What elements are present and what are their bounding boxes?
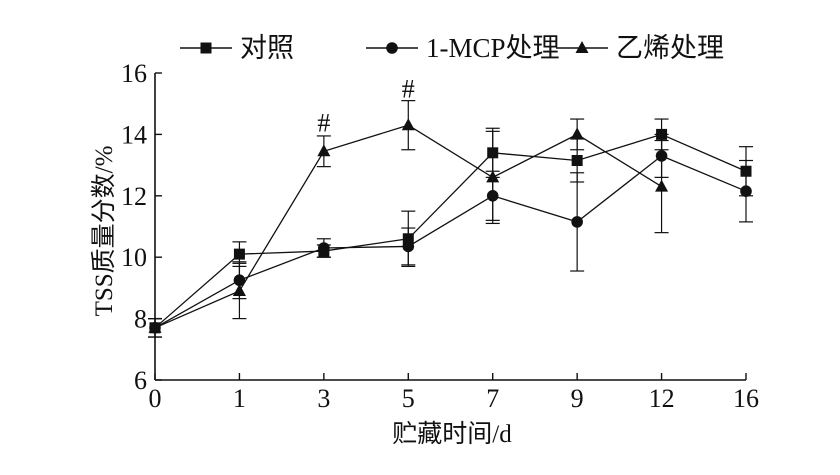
data-point	[401, 118, 415, 131]
data-point	[402, 240, 415, 253]
x-tick-label: 0	[149, 384, 162, 413]
y-tick-label: 12	[121, 182, 147, 211]
series-markers	[148, 118, 752, 334]
x-tick-label: 12	[649, 384, 675, 413]
series-line	[154, 133, 747, 329]
legend-marker	[575, 41, 589, 53]
y-tick-label: 8	[134, 305, 147, 334]
series-line	[154, 155, 747, 329]
x-tick-label: 3	[317, 384, 330, 413]
legend-label: 乙烯处理	[616, 33, 724, 63]
legend-marker	[386, 42, 398, 54]
data-point	[232, 283, 246, 296]
x-tick-label: 1	[233, 384, 246, 413]
significance-mark: #	[317, 108, 330, 137]
annotations: ##	[317, 75, 414, 138]
x-tick-label: 9	[571, 384, 584, 413]
data-point	[233, 248, 245, 260]
data-point	[318, 242, 330, 254]
data-point	[402, 233, 414, 245]
legend: 对照 1-MCP处理 乙烯处理	[180, 33, 724, 63]
data-point	[571, 154, 583, 166]
axes: 6 8 10 12 14 16 0 1 3 5 7 9 12 16	[121, 59, 759, 413]
x-tick-label: 7	[486, 384, 499, 413]
legend-marker	[200, 42, 212, 54]
y-tick-label: 6	[134, 366, 147, 395]
y-tick-label: 16	[121, 59, 147, 88]
legend-label: 1-MCP处理	[426, 33, 560, 63]
data-point	[148, 320, 162, 333]
data-point	[656, 128, 668, 140]
data-point	[487, 147, 499, 159]
data-point	[317, 144, 331, 157]
y-tick-label: 14	[121, 120, 147, 149]
significance-mark: #	[402, 75, 415, 104]
x-axis-label: 贮藏时间/d	[392, 420, 512, 448]
legend-label: 对照	[240, 33, 294, 63]
data-point	[233, 274, 246, 287]
x-tick-label: 5	[402, 384, 415, 413]
x-tick-label: 16	[733, 384, 759, 413]
data-point	[570, 127, 584, 140]
data-point	[740, 165, 752, 177]
data-point	[486, 190, 499, 202]
y-tick-label: 10	[121, 243, 147, 272]
data-point	[655, 179, 669, 192]
data-point	[740, 185, 752, 197]
data-point	[655, 150, 668, 162]
data-point	[486, 170, 500, 183]
data-point	[571, 216, 583, 228]
y-axis-label: TSS质量分数/%	[90, 146, 118, 317]
